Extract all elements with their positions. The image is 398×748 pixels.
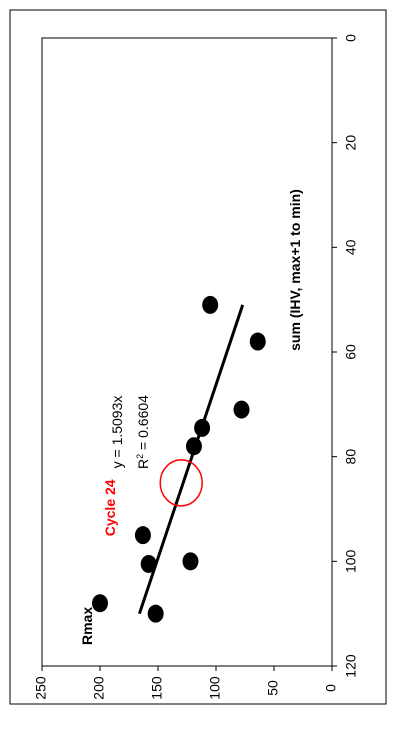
y-tick-label: 150 bbox=[149, 676, 165, 700]
x-tick-label: 60 bbox=[343, 344, 359, 360]
x-tick-label: 100 bbox=[343, 549, 359, 573]
data-point bbox=[147, 604, 164, 623]
annotation-layer: Cycle 24 bbox=[102, 459, 203, 536]
fit-r-squared: R2 = 0.6604 bbox=[135, 395, 151, 469]
labels-layer: sum (IHV, max+1 to min) Rmax y = 1.5093x… bbox=[79, 189, 303, 645]
data-point bbox=[134, 526, 151, 545]
data-point bbox=[194, 418, 211, 437]
r2-value: = 0.6604 bbox=[135, 395, 151, 454]
r2-superscript: 2 bbox=[135, 454, 145, 459]
x-axis-label: sum (IHV, max+1 to min) bbox=[287, 189, 303, 351]
y-tick-label: 200 bbox=[91, 676, 107, 700]
x-tick-label: 20 bbox=[343, 135, 359, 151]
y-tick-label: 250 bbox=[33, 676, 49, 700]
y-tick-label: 0 bbox=[323, 684, 339, 692]
y-tick-label: 100 bbox=[207, 676, 223, 700]
y-tick-label: 50 bbox=[265, 680, 281, 696]
figure-frame bbox=[9, 9, 387, 705]
ticks-layer: 0 20 40 60 80 100 120 0 50 100 150 200 250 bbox=[33, 34, 359, 700]
data-point bbox=[140, 554, 157, 573]
x-tick-label: 40 bbox=[343, 239, 359, 255]
y-axis-label: Rmax bbox=[79, 607, 95, 645]
r2-letter: R bbox=[135, 459, 151, 469]
regression-line bbox=[137, 304, 245, 615]
data-point bbox=[185, 437, 202, 456]
x-tick-label: 120 bbox=[343, 654, 359, 678]
cycle-24-circle bbox=[159, 459, 203, 507]
data-point bbox=[249, 332, 266, 351]
data-point bbox=[233, 400, 250, 419]
data-point bbox=[92, 594, 108, 613]
data-point bbox=[202, 295, 219, 314]
x-tick-label: 80 bbox=[343, 449, 359, 465]
points-layer bbox=[92, 295, 266, 623]
cycle-24-label: Cycle 24 bbox=[102, 479, 118, 536]
x-tick-label: 0 bbox=[343, 34, 359, 42]
plot-area bbox=[41, 37, 333, 667]
fit-layer bbox=[137, 304, 245, 615]
data-point bbox=[182, 552, 199, 571]
fit-equation: y = 1.5093x bbox=[109, 396, 125, 469]
